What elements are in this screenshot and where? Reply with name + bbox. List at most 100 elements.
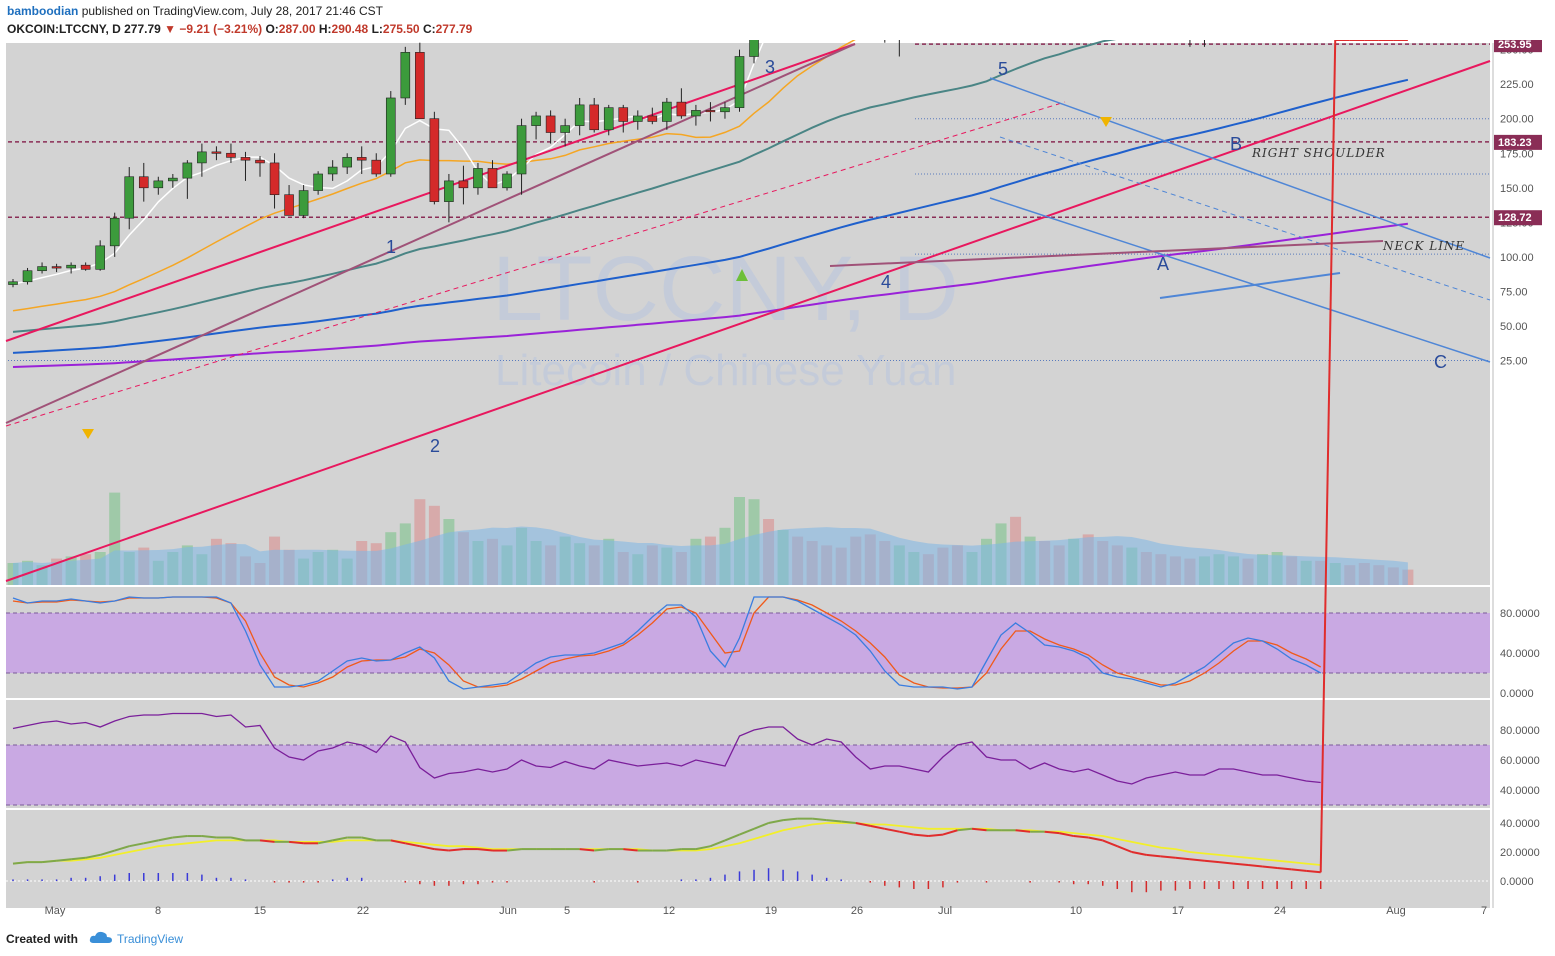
candle-body	[211, 151, 222, 154]
candle-body	[516, 125, 527, 175]
candle-body	[676, 101, 687, 117]
macd-line-segment	[666, 848, 682, 852]
macd-line-segment	[1044, 830, 1060, 835]
tradingview-brand-link[interactable]: TradingView	[117, 932, 184, 946]
last-price: 277.79	[124, 22, 161, 36]
wave-label-5: 5	[998, 59, 1008, 79]
candle-body	[589, 104, 600, 131]
x-tick-label: 19	[765, 905, 777, 917]
price-tick-label: 100.00	[1500, 252, 1534, 264]
rsi-tick-label: 60.0000	[1500, 755, 1540, 767]
macd-line-segment	[129, 842, 144, 848]
wave-label-c: C	[1434, 352, 1447, 372]
candle-body	[356, 157, 367, 161]
indicator-pane-3	[6, 810, 1490, 908]
price-tag	[1494, 40, 1542, 53]
candle-body	[313, 173, 323, 191]
macd-line-segment	[1131, 851, 1147, 856]
neck-line-annotation: NECK LINE	[1382, 239, 1465, 253]
volume-bar	[109, 492, 121, 585]
macd-line-segment	[56, 858, 72, 862]
candle-body	[691, 110, 701, 117]
publish-line: bamboodian published on TradingView.com,…	[7, 4, 383, 18]
x-tick-label: 8	[155, 905, 161, 917]
price-chart[interactable]: LTCCNY, D Litecoin / Chinese Yuan RIGHT …	[0, 40, 1555, 925]
x-tick-label: 26	[851, 905, 863, 917]
trend-line	[5, 60, 1491, 582]
candle-body	[618, 107, 629, 122]
trend-line	[5, 43, 856, 424]
rsi-tick-label: 40.0000	[1500, 785, 1540, 797]
macd-line-segment	[841, 820, 856, 824]
wave-label-b: B	[1230, 134, 1242, 154]
wave-label-2: 2	[430, 436, 440, 456]
x-tick-label: 17	[1172, 905, 1184, 917]
macd-line-segment	[201, 835, 217, 839]
macd-line-segment	[477, 848, 493, 852]
macd-line-segment	[1015, 829, 1031, 833]
macd-line-segment	[288, 840, 304, 845]
volume-ma-area	[13, 526, 1408, 585]
author-link[interactable]: bamboodian	[7, 4, 79, 18]
macd-line-segment	[419, 845, 435, 851]
macd-line-segment	[1146, 853, 1161, 858]
macd-line-segment	[1277, 866, 1292, 871]
watermark-name: Litecoin / Chinese Yuan	[495, 346, 957, 395]
macd-tick-label: 40.0000	[1500, 818, 1540, 830]
macd-line-segment	[782, 817, 798, 822]
candle-body	[168, 177, 178, 182]
x-tick-label: 15	[254, 905, 266, 917]
wave-label-1: 1	[386, 237, 396, 257]
candle-body	[734, 56, 745, 108]
stoch-tick-label: 40.0000	[1500, 648, 1540, 660]
candle-body	[662, 101, 672, 122]
symbol-name: OKCOIN:LTCCNY, D	[7, 22, 121, 36]
macd-line-segment	[41, 859, 57, 864]
macd-line-segment	[768, 819, 784, 824]
candle-body	[124, 176, 135, 219]
price-tag-label: 253.95	[1498, 40, 1532, 51]
candle-body	[66, 264, 76, 269]
publish-info: published on TradingView.com, July 28, 2…	[81, 4, 383, 18]
stoch-tick-label: 80.0000	[1500, 608, 1540, 620]
candle-body	[545, 115, 556, 133]
macd-line-segment	[1102, 839, 1118, 848]
price-tick-label: 50.00	[1500, 321, 1528, 333]
x-tick-label: 22	[357, 905, 369, 917]
rsi-tick-label: 80.0000	[1500, 725, 1540, 737]
macd-line-segment	[332, 836, 348, 842]
macd-line-segment	[739, 827, 755, 836]
tradingview-logo-icon	[89, 931, 112, 943]
x-tick-label: 12	[663, 905, 675, 917]
right-shoulder-annotation: RIGHT SHOULDER	[1251, 146, 1386, 160]
macd-line-segment	[1247, 864, 1263, 868]
macd-line-segment	[12, 861, 28, 865]
macd-line-segment	[1058, 832, 1074, 838]
candle-body	[95, 245, 105, 270]
macd-line-segment	[1116, 845, 1133, 853]
watermark-symbol: LTCCNY, D	[492, 238, 959, 340]
candle-body	[327, 166, 338, 175]
macd-line-segment	[855, 822, 871, 827]
price-tag	[1494, 210, 1542, 226]
macd-line-segment	[1073, 835, 1089, 839]
macd-line-segment	[434, 848, 449, 852]
macd-line-segment	[1291, 868, 1307, 872]
macd-line-segment	[1189, 858, 1205, 862]
macd-line-segment	[971, 827, 987, 832]
macd-line-segment	[899, 830, 915, 836]
macd-line-segment	[85, 853, 101, 859]
macd-line-segment	[870, 824, 885, 830]
macd-line-segment	[361, 836, 377, 842]
price-change: ▼ −9.21 (−3.21%)	[164, 22, 263, 36]
candle-body	[371, 159, 382, 175]
stoch-k-line	[12, 596, 1322, 690]
macd-line-segment	[114, 845, 130, 852]
symbol-line: OKCOIN:LTCCNY, D 277.79 ▼ −9.21 (−3.21%)…	[7, 22, 472, 36]
price-tick-label: 225.00	[1500, 79, 1534, 91]
price-tag-label: 128.72	[1498, 212, 1532, 224]
high-value: 290.48	[331, 22, 369, 36]
footer: Created with TradingView	[0, 925, 1555, 956]
macd-line-segment	[1233, 862, 1249, 867]
macd-line-segment	[172, 835, 188, 839]
